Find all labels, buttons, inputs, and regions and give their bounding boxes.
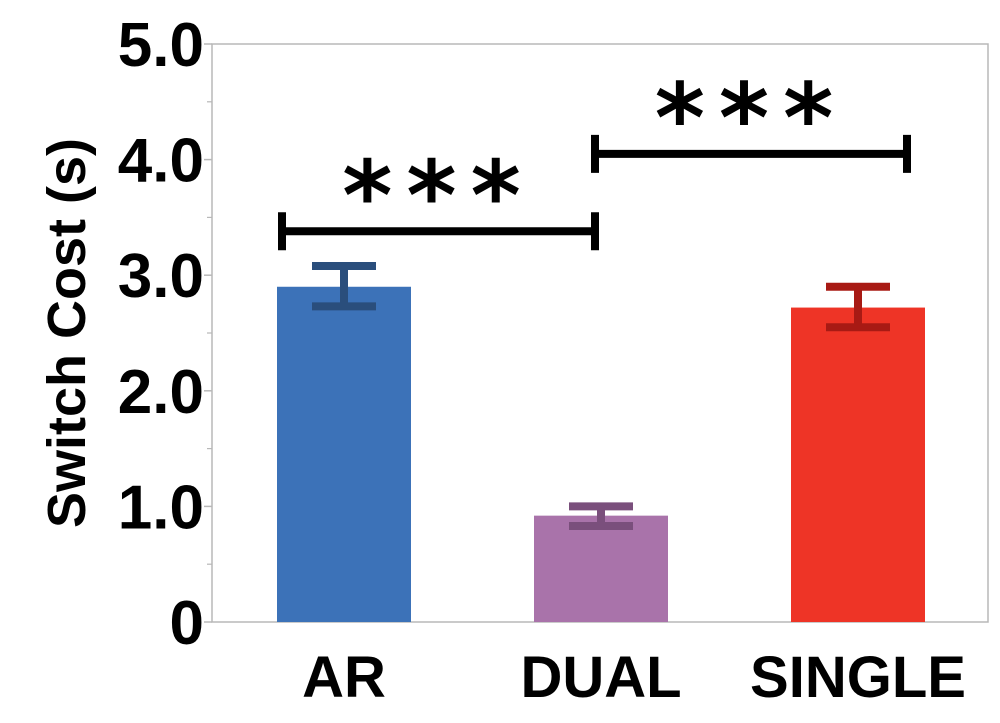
bar-dual [534, 515, 668, 622]
x-category-label: SINGLE [750, 645, 966, 710]
y-tick-label: 4.0 [118, 127, 204, 196]
significance-layer: *** *** [278, 63, 911, 252]
y-tick-label: 1.0 [118, 473, 204, 542]
y-tick-label: 5.0 [118, 11, 204, 80]
x-category-label: AR [302, 645, 386, 710]
significance-label: *** [655, 63, 848, 175]
error-bars-layer [312, 261, 890, 531]
y-tick-label: 3.0 [118, 242, 204, 311]
x-category-label: DUAL [520, 645, 681, 710]
y-tick-label: 0 [170, 589, 204, 658]
bars-layer [277, 286, 925, 622]
significance-label: *** [342, 140, 535, 252]
bar-single [791, 307, 925, 622]
bar-ar [277, 286, 411, 622]
y-tick-label: 2.0 [118, 358, 204, 427]
y-axis-title: Switch Cost (s) [37, 138, 97, 528]
y-axis: 0 1.0 2.0 3.0 4.0 5.0 [118, 11, 212, 658]
x-axis: AR DUAL SINGLE [302, 645, 966, 710]
